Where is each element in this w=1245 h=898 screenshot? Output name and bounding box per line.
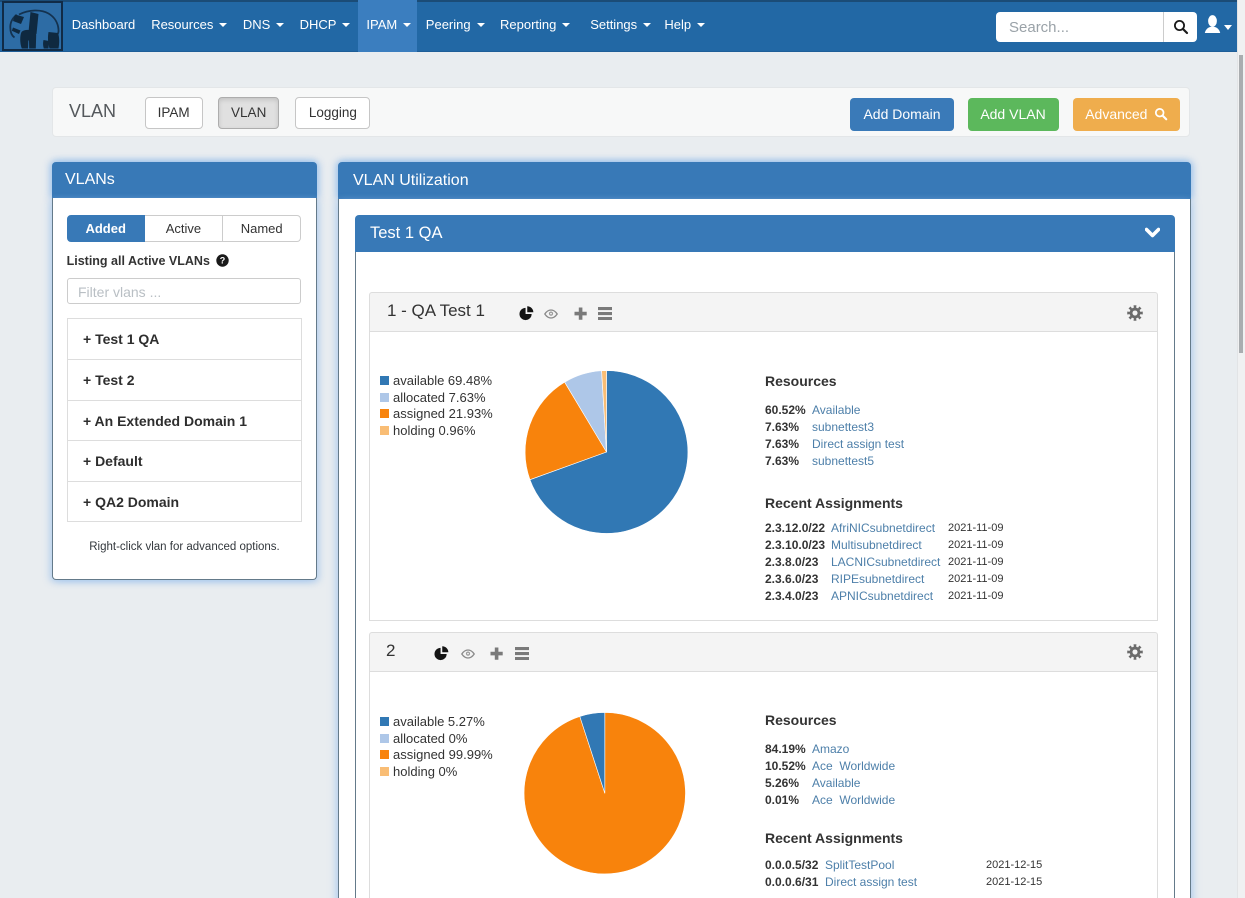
- svg-text:?: ?: [220, 256, 226, 266]
